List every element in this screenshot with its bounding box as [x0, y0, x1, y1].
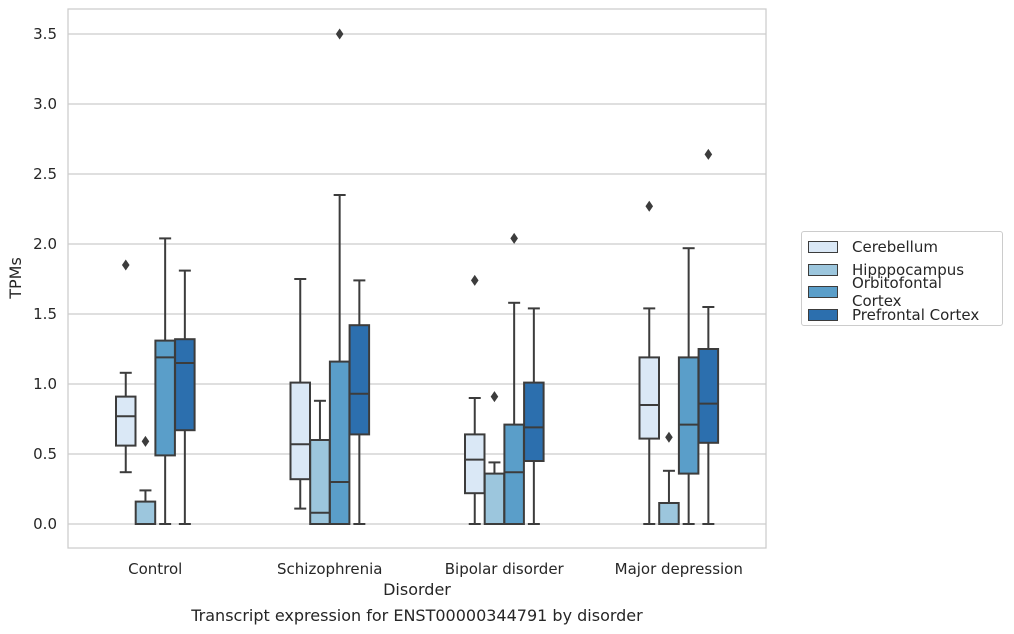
y-tick-label: 0.0 [33, 515, 57, 533]
legend-item-cerebellum: Cerebellum [808, 236, 996, 259]
box-prefrontal-cortex [174, 269, 196, 525]
box-iqr [289, 381, 311, 481]
outlier-point [121, 259, 130, 271]
legend-label: Cerebellum [852, 238, 938, 257]
box-cerebellum [289, 278, 311, 510]
box-iqr [348, 324, 371, 436]
y-axis-label: TPMs [6, 257, 25, 300]
legend-item-orbitofrontal-cortex: Orbitofontal Cortex [808, 274, 996, 310]
legend: Cerebellum Hipppocampus Orbitofontal Cor… [801, 231, 1003, 326]
box-prefrontal-cortex [523, 307, 545, 525]
box-iqr [503, 423, 525, 526]
legend-item-prefrontal-cortex: Prefrontal Cortex [808, 304, 996, 327]
box-iqr [697, 348, 720, 444]
box-prefrontal-cortex [348, 279, 371, 525]
legend-label: Hipppocampus [852, 260, 965, 279]
x-tick-label: Bipolar disorder [445, 560, 565, 578]
y-tick-label: 3.0 [33, 95, 57, 113]
outlier-point [470, 274, 479, 286]
legend-swatch [808, 263, 838, 276]
chart-caption: Transcript expression for ENST0000034479… [191, 606, 643, 625]
plot-frame [67, 8, 767, 549]
legend-item-hippocampus: Hipppocampus [808, 259, 996, 282]
x-tick-label: Major depression [615, 560, 743, 578]
box-layer [115, 28, 720, 526]
box-cerebellum [115, 259, 137, 474]
box-iqr [464, 433, 486, 495]
box-hipppocampus [483, 391, 506, 526]
box-iqr [523, 381, 545, 463]
box-orbitofontal-cortex [328, 28, 351, 525]
y-tick-label: 2.5 [33, 165, 57, 183]
y-tick-label: 2.0 [33, 235, 57, 253]
box-iqr [677, 356, 700, 475]
outlier-point [665, 431, 673, 443]
x-tick-label: Control [128, 560, 182, 578]
legend-swatch [808, 308, 838, 321]
outlier-point [141, 435, 150, 447]
box-hipppocampus [134, 435, 157, 526]
y-tick-label: 1.0 [33, 375, 57, 393]
legend-swatch [808, 241, 838, 254]
legend-swatch [808, 286, 838, 299]
tick-labels: 0.0 0.5 1.0 1.5 2.0 2.5 3.0 3.5 Control Schizophr… [33, 25, 743, 578]
box-cerebellum [638, 200, 660, 525]
box-orbitofontal-cortex [503, 232, 525, 526]
box-cerebellum [464, 274, 486, 525]
x-axis-label: Disorder [383, 580, 451, 599]
y-tick-label: 0.5 [33, 445, 57, 463]
box-orbitofontal-cortex [677, 247, 700, 525]
box-hipppocampus [658, 431, 680, 525]
y-tick-label: 1.5 [33, 305, 57, 323]
box-hipppocampus [309, 399, 331, 525]
outlier-point [510, 232, 518, 244]
legend-label: Orbitofontal Cortex [852, 274, 942, 311]
box-iqr [309, 439, 331, 525]
box-prefrontal-cortex [697, 148, 720, 525]
legend-label: Prefrontal Cortex [852, 305, 980, 324]
outlier-point [704, 148, 713, 160]
box-iqr [328, 360, 351, 525]
box-iqr [134, 500, 157, 526]
box-iqr [174, 338, 196, 432]
box-iqr [638, 356, 660, 440]
x-tick-label: Schizophrenia [277, 560, 382, 578]
outlier-point [645, 200, 654, 212]
outlier-point [335, 28, 344, 40]
outlier-point [490, 391, 499, 403]
box-iqr [483, 472, 506, 526]
y-tick-label: 3.5 [33, 25, 57, 43]
box-iqr [115, 395, 137, 447]
box-orbitofontal-cortex [154, 237, 176, 525]
box-iqr [658, 502, 680, 525]
